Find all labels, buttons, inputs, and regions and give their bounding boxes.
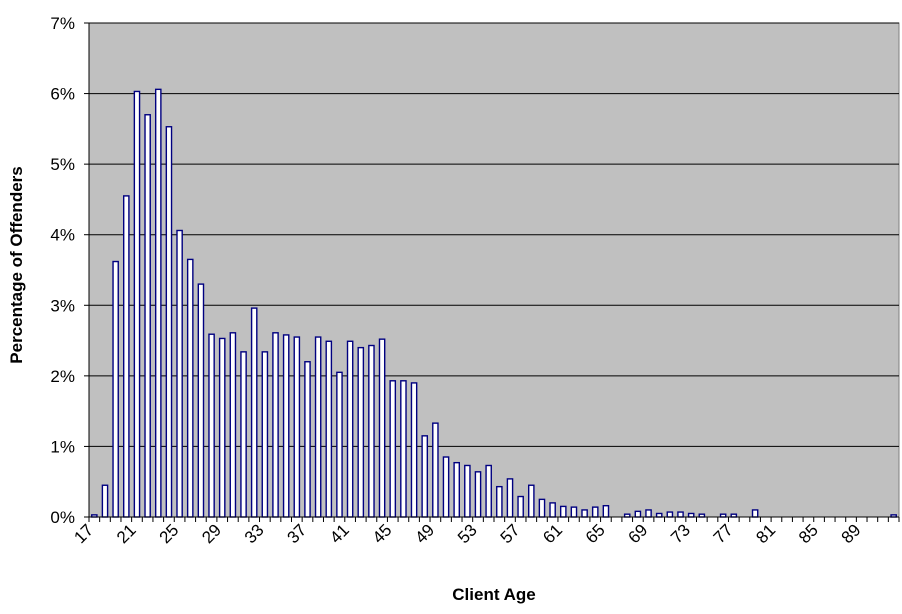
bar [549,502,556,518]
y-axis-title: Percentage of Offenders [7,166,26,363]
bar [165,126,173,518]
x-tick-label: 37 [284,520,311,547]
bar [602,505,610,518]
x-tick-label: 81 [752,520,779,547]
bar [559,505,567,518]
bar [666,511,674,518]
bar [176,229,183,518]
x-tick-label: 85 [795,520,822,547]
bar [325,340,333,518]
bar [655,512,663,518]
x-tick-label: 69 [625,520,652,547]
bar [432,422,439,518]
bar [368,344,375,518]
bar [389,380,397,518]
x-tick-label: 25 [156,520,183,547]
bar [261,351,269,518]
bar [528,484,535,518]
x-tick-label: 41 [326,520,353,547]
x-tick-label: 77 [710,520,737,547]
x-tick-label: 73 [667,520,694,547]
bar [336,371,343,518]
y-axis: 0% 1% 2% 3% 4% 5% 6% 7% [50,14,90,527]
bar [304,361,311,518]
bar [751,509,759,518]
y-tick-label: 7% [50,14,75,33]
bar [357,346,365,518]
y-tick-label: 2% [50,367,75,386]
bar [453,461,461,518]
y-tick-label: 0% [50,508,75,527]
x-tick-label: 21 [113,520,140,547]
bar [346,340,354,518]
bar [474,471,482,518]
bar [538,498,546,518]
bar [208,333,215,518]
bar [410,382,418,518]
bar [591,506,599,518]
bar [677,511,684,518]
bar [687,512,695,518]
y-tick-label: 4% [50,226,75,245]
bar [240,351,247,518]
x-tick-label: 33 [241,520,268,547]
x-tick-label: 53 [454,520,481,547]
y-tick-label: 6% [50,85,75,104]
bar [122,195,130,518]
bar [101,484,109,518]
x-tick-label: 49 [411,520,438,547]
x-tick-label: 57 [497,520,524,547]
bar [250,307,258,518]
x-axis-title: Client Age [452,585,535,604]
bar [218,337,226,518]
bar [442,456,450,518]
y-tick-label: 1% [50,437,75,456]
bar [282,334,290,518]
bar [400,380,407,518]
x-axis: 17 21 25 29 33 37 41 45 49 53 57 61 65 69 73 77 81 85 89 [70,516,900,547]
bar [154,88,162,518]
bar [506,478,514,518]
x-tick-label: 61 [539,520,566,547]
bar [144,114,151,518]
bar [634,510,642,518]
bar [378,338,386,518]
bar [186,258,194,518]
y-tick-label: 5% [50,155,75,174]
bar [517,495,524,518]
bar [496,485,503,518]
x-tick-label: 65 [582,520,609,547]
bar [293,336,301,518]
bar [464,464,471,518]
bar [272,332,279,518]
bar [485,464,492,518]
bar [133,90,141,518]
bar [112,260,119,518]
x-tick-label: 29 [198,520,225,547]
bar [421,435,429,518]
y-tick-label: 3% [50,296,75,315]
bar [581,509,588,518]
bar [197,283,205,518]
bar [645,509,652,518]
bar [570,506,578,518]
bar [229,332,237,518]
x-tick-label: 45 [369,520,396,547]
bar [314,336,322,518]
x-tick-label: 89 [838,520,865,547]
